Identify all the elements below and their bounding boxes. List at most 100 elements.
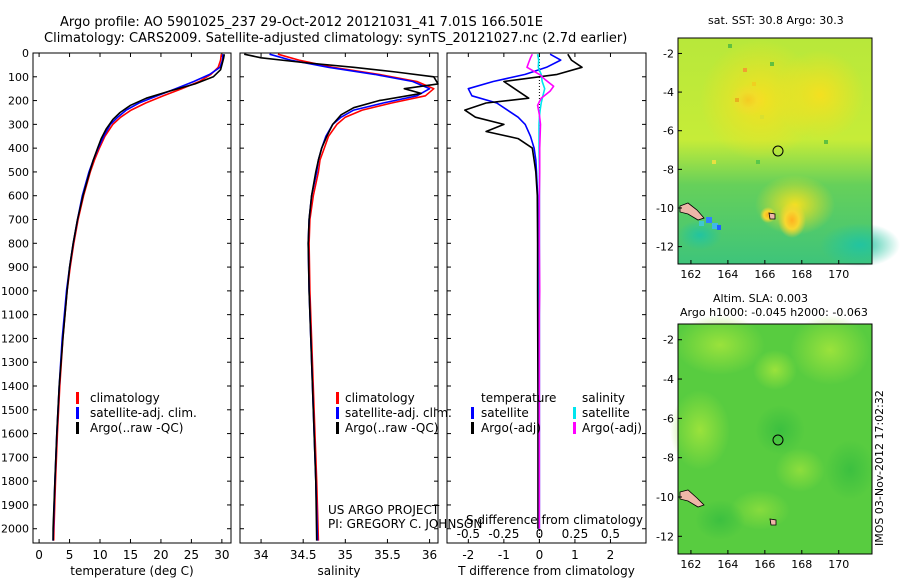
depth-tick-label: 0 [22, 47, 29, 60]
project-label: US ARGO PROJECT [328, 503, 440, 517]
legend-swatch-s-argo [573, 422, 576, 434]
depth-tick-label: 600 [8, 190, 29, 203]
map-lon-label: 162 [680, 558, 701, 571]
depth-tick-label: 100 [8, 71, 29, 84]
legend-label-t-satellite: satellite [481, 406, 529, 420]
sst-map-title: sat. SST: 30.8 Argo: 30.3 [708, 14, 844, 27]
salinity-panel: 34 34.5 35 35.5 36 salinity [239, 52, 439, 578]
legend-label-s-satellite: satellite [582, 406, 630, 420]
legend-label-argo: Argo(..raw -QC) [90, 421, 183, 435]
series-line-t-argo-adj- [463, 53, 583, 529]
x-tick-label: 36 [422, 548, 437, 562]
x-axis-label: temperature (deg C) [70, 564, 193, 578]
legend-swatch-s-satellite [573, 407, 576, 419]
map-lon-label: 162 [680, 268, 701, 281]
series-line-argo-raw-qc- [244, 53, 439, 541]
temperature-legend: climatology satellite-adj. clim. Argo(..… [76, 391, 197, 435]
map-lon-label: 168 [791, 268, 812, 281]
map-lat-label: -4 [663, 373, 674, 386]
depth-tick-label: 2000 [1, 523, 29, 536]
legend-title-salinity: salinity [582, 391, 625, 405]
sst-map-axes: 162 164 166 168 170 -2 -4 -6 -8 -10 -12 [656, 47, 849, 281]
map-lat-label: -12 [656, 241, 674, 254]
depth-tick-label: 1000 [1, 285, 29, 298]
legend-swatch-argo [76, 422, 79, 434]
map-lon-label: 166 [754, 268, 775, 281]
map-lon-label: 166 [754, 558, 775, 571]
legend-label-climatology: climatology [90, 391, 160, 405]
x-tick-label: 0 [35, 548, 43, 562]
depth-tick-label: 300 [8, 118, 29, 131]
legend-title-temperature: temperature [481, 391, 556, 405]
legend-swatch-satellite [76, 407, 79, 419]
depth-tick-label: 1300 [1, 356, 29, 369]
legend-swatch-climatology [76, 392, 79, 404]
legend-label-satellite: satellite-adj. clim. [345, 406, 452, 420]
legend-swatch-argo [336, 422, 339, 434]
map-lat-label: -8 [663, 163, 674, 176]
legend-swatch-t-argo [471, 422, 474, 434]
x-tick-label: 34 [253, 548, 268, 562]
legend-label-s-argo: Argo(-adj) [582, 421, 642, 435]
s-difference-axis-label: S difference from climatology [466, 513, 643, 527]
depth-tick-label: 1200 [1, 332, 29, 345]
depth-tick-label: 200 [8, 95, 29, 108]
profile-location-marker [772, 434, 784, 446]
map-lat-label: -2 [663, 334, 674, 347]
x-tick-label: 34.5 [290, 548, 317, 562]
legend-swatch-climatology [336, 392, 339, 404]
plot-frame [32, 52, 232, 544]
x-tick-label: 20 [153, 548, 168, 562]
depth-tick-label: 900 [8, 261, 29, 274]
map-lat-label: -6 [663, 125, 674, 138]
x-tick-label: 15 [123, 548, 138, 562]
x-tick-label: -1 [498, 548, 510, 562]
sst-map [677, 37, 900, 267]
map-lon-label: 164 [717, 558, 738, 571]
legend-swatch-satellite [336, 407, 339, 419]
depth-tick-label: 500 [8, 166, 29, 179]
depth-tick-label: 1800 [1, 475, 29, 488]
profile-location-marker [772, 145, 784, 157]
plot-frame [446, 52, 647, 544]
map-lat-label: -12 [656, 530, 674, 543]
series-line-satellite-adj-clim- [269, 53, 431, 541]
series-line-t-satellite [467, 53, 562, 529]
pi-label: PI: GREGORY C. JOHNSON [328, 517, 482, 531]
s-tick-label: 0.25 [562, 527, 589, 541]
imos-timestamp: IMOS 03-Nov-2012 17:02:32 [873, 390, 886, 546]
series-line-satellite-adj-clim- [52, 54, 224, 541]
x-tick-label: 5 [66, 548, 74, 562]
x-tick-label: -2 [462, 548, 474, 562]
depth-tick-label: 1400 [1, 380, 29, 393]
x-tick-label: 30 [214, 548, 229, 562]
legend-label-satellite: satellite-adj. clim. [90, 406, 197, 420]
depth-tick-label: 400 [8, 142, 29, 155]
s-tick-label: -0.5 [457, 527, 480, 541]
depth-tick-label: 700 [8, 214, 29, 227]
legend-label-t-argo: Argo(-adj) [481, 421, 541, 435]
plot-frame [239, 52, 439, 544]
salinity-legend: climatology satellite-adj. clim. Argo(..… [336, 391, 452, 435]
series-line-climatology [277, 53, 435, 541]
temperature-panel: 0100200300400500600700800900100011001200… [1, 47, 232, 578]
depth-tick-label: 800 [8, 237, 29, 250]
x-tick-label: 35 [338, 548, 353, 562]
x-tick-label: 1 [571, 548, 579, 562]
map-lat-label: -4 [663, 86, 674, 99]
depth-tick-label: 1900 [1, 499, 29, 512]
depth-tick-label: 1100 [1, 309, 29, 322]
difference-legend: temperature satellite Argo(-adj) salinit… [471, 391, 642, 435]
island-shape [679, 202, 705, 221]
series-line-s-argo-adj- [526, 53, 555, 529]
sla-map-title: Altim. SLA: 0.003 [713, 292, 808, 305]
depth-tick-label: 1500 [1, 404, 29, 417]
x-tick-label: 25 [184, 548, 199, 562]
legend-label-argo: Argo(..raw -QC) [345, 421, 438, 435]
x-tick-label: 10 [92, 548, 107, 562]
x-tick-label: 35.5 [374, 548, 401, 562]
map-lat-label: -8 [663, 452, 674, 465]
x-axis-label: salinity [317, 564, 360, 578]
